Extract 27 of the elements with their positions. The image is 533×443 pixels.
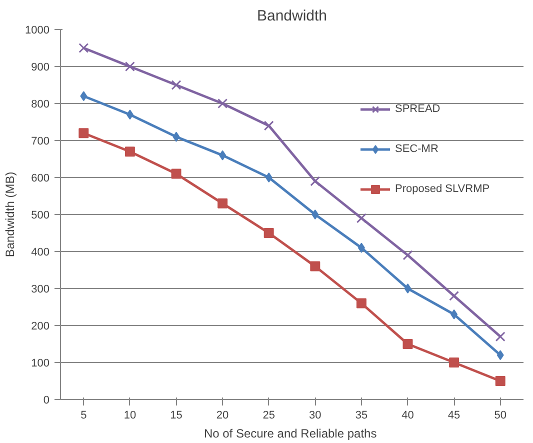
legend-label: SPREAD [395,103,440,115]
y-tick-label: 200 [31,320,50,332]
y-tick-label: 100 [31,358,50,370]
chart-title: Bandwidth [256,8,328,24]
y-tick-label: 800 [31,98,50,110]
y-tick-label: 300 [31,284,50,296]
x-tick-label: 20 [216,410,229,422]
x-tick-label: 25 [262,410,275,422]
y-tick-label: 500 [31,210,50,222]
y-tick-label: 400 [31,246,50,258]
x-tick-label: 10 [124,410,136,422]
x-tick-label: 45 [448,410,460,422]
y-tick-label: 0 [43,394,50,406]
x-axis-title: No of Secure and Reliable paths [204,426,377,440]
y-tick-label: 700 [31,136,50,148]
x-tick-label: 30 [309,410,322,422]
x-tick-label: 40 [402,410,414,422]
x-tick-label: 35 [355,410,368,422]
y-axis-title: Bandwidth (MB) [3,172,18,258]
legend-label: SEC-MR [395,143,438,155]
x-tick-label: 5 [80,410,87,422]
y-tick-label: 900 [31,62,50,74]
y-tick-label: 1000 [25,24,50,36]
x-tick-label: 50 [494,410,506,422]
x-tick-label: 15 [170,410,182,422]
y-tick-label: 600 [31,172,50,184]
legend-label: Proposed SLVRMP [395,183,490,195]
